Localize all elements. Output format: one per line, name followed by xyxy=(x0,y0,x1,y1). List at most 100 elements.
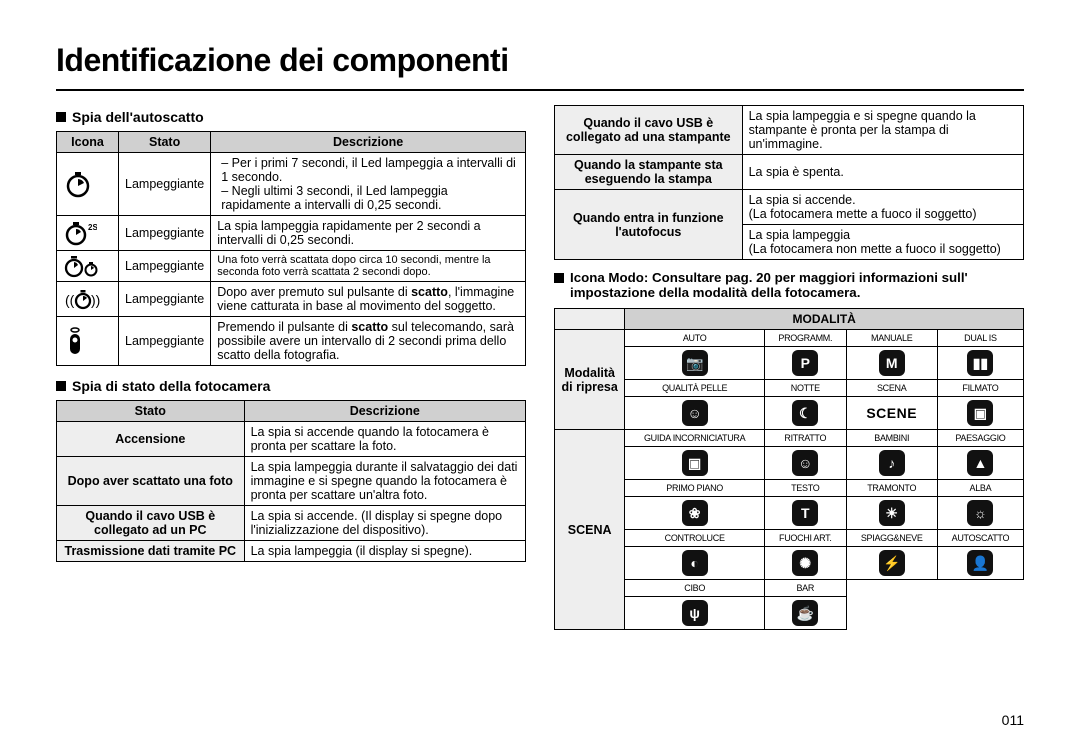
mode-icon: ☀ xyxy=(846,497,937,530)
mode-label: DUAL IS xyxy=(937,330,1023,347)
mode-label: BAMBINI xyxy=(846,430,937,447)
mode-icon-movie: ▣ xyxy=(937,397,1023,430)
section-a-title: Spia dell'autoscatto xyxy=(72,109,204,125)
empty-cell xyxy=(846,580,937,597)
mode-label: MANUALE xyxy=(846,330,937,347)
cell-stato: Lampeggiante xyxy=(119,317,211,366)
mode-label: PAESAGGIO xyxy=(937,430,1023,447)
mode-icon: ☺ xyxy=(764,447,846,480)
mode-icon-row: ❀ T ☀ ☼ xyxy=(555,497,1024,530)
table-row: Lampeggiante Una foto verrà scattata dop… xyxy=(57,251,526,282)
empty-cell xyxy=(846,597,937,630)
mode-label: TESTO xyxy=(764,480,846,497)
cell-desc: La spia lampeggia (il display si spegne)… xyxy=(244,541,525,562)
table-row: (()) Lampeggiante Dopo aver premuto sul … xyxy=(57,282,526,317)
cell-desc: La spia è spenta. xyxy=(742,155,1023,190)
page-title: Identificazione dei componenti xyxy=(56,42,1024,79)
mode-icon: ▲ xyxy=(937,447,1023,480)
mode-label: RITRATTO xyxy=(764,430,846,447)
mode-label: AUTOSCATTO xyxy=(937,530,1023,547)
mode-label: TRAMONTO xyxy=(846,480,937,497)
cell-desc: Dopo aver premuto sul pulsante di scatto… xyxy=(211,282,526,317)
mode-icon-scene: SCENE xyxy=(846,397,937,430)
mode-icon: ▣ xyxy=(625,447,765,480)
table-row: Quando il cavo USB è collegato ad una st… xyxy=(555,106,1024,155)
mode-icon: 👤 xyxy=(937,547,1023,580)
table-spia-stato-cont: Quando il cavo USB è collegato ad una st… xyxy=(554,105,1024,260)
icon-timer-double xyxy=(57,251,119,282)
empty-cell xyxy=(937,580,1023,597)
empty-cell xyxy=(555,309,625,330)
cell-desc: La spia si accende. (La fotocamera mette… xyxy=(742,190,1023,225)
table-spia-autoscatto: Icona Stato Descrizione Lampeggiante Per… xyxy=(56,131,526,366)
bullet-icon xyxy=(56,112,66,122)
th-stato: Stato xyxy=(57,401,245,422)
mode-icon-night: ☾ xyxy=(764,397,846,430)
svg-text:)): )) xyxy=(91,292,100,308)
mode-icon: ✺ xyxy=(764,547,846,580)
empty-cell xyxy=(937,597,1023,630)
mode-label: ALBA xyxy=(937,480,1023,497)
table-row: Quando il cavo USB è collegato ad un PC … xyxy=(57,506,526,541)
icon-motion-timer: (()) xyxy=(57,282,119,317)
cell-stato: Quando il cavo USB è collegato ad un PC xyxy=(57,506,245,541)
cell-stato: Quando il cavo USB è collegato ad una st… xyxy=(555,106,743,155)
section-b-title: Spia di stato della fotocamera xyxy=(72,378,270,394)
mode-label: NOTTE xyxy=(764,380,846,397)
table-row: 2S Lampeggiante La spia lampeggia rapida… xyxy=(57,216,526,251)
cell-stato: Dopo aver scattato una foto xyxy=(57,457,245,506)
th-modalita: MODALITÀ xyxy=(625,309,1024,330)
icon-timer-2s: 2S xyxy=(57,216,119,251)
mode-icon: ❀ xyxy=(625,497,765,530)
cell-desc: Per i primi 7 secondi, il Led lampeggia … xyxy=(211,153,526,216)
mode-label: FUOCHI ART. xyxy=(764,530,846,547)
mode-icon: T xyxy=(764,497,846,530)
mode-label: GUIDA INCORNICIATURA xyxy=(625,430,765,447)
mode-icon: ♪ xyxy=(846,447,937,480)
table-row: Lampeggiante Per i primi 7 secondi, il L… xyxy=(57,153,526,216)
section-b-heading: Spia di stato della fotocamera xyxy=(56,378,526,394)
mode-icon: ☕ xyxy=(764,597,846,630)
mode-icon: ψ xyxy=(625,597,765,630)
th-descrizione: Descrizione xyxy=(244,401,525,422)
section-a-heading: Spia dell'autoscatto xyxy=(56,109,526,125)
ripresa-label: Modalità di ripresa xyxy=(555,330,625,430)
icon-timer xyxy=(57,153,119,216)
mode-label-row: Modalità di ripresa AUTO PROGRAMM. MANUA… xyxy=(555,330,1024,347)
desc-line: Negli ultimi 3 secondi, il Led lampeggia… xyxy=(221,184,519,212)
mode-icon: ☼ xyxy=(937,497,1023,530)
table-header-row: MODALITÀ xyxy=(555,309,1024,330)
mode-label: FILMATO xyxy=(937,380,1023,397)
icon-remote xyxy=(57,317,119,366)
mode-icon-row: ◐ ✺ ⚡ 👤 xyxy=(555,547,1024,580)
mode-icon-row: ▣ ☺ ♪ ▲ xyxy=(555,447,1024,480)
cell-desc: La spia lampeggia (La fotocamera non met… xyxy=(742,225,1023,260)
mode-label-row: QUALITÀ PELLE NOTTE SCENA FILMATO xyxy=(555,380,1024,397)
mode-label-row: CIBO BAR xyxy=(555,580,1024,597)
table-row: Lampeggiante Premendo il pulsante di sca… xyxy=(57,317,526,366)
th-icona: Icona xyxy=(57,132,119,153)
mode-label: SCENA xyxy=(846,380,937,397)
desc-line: Per i primi 7 secondi, il Led lampeggia … xyxy=(221,156,519,184)
cell-stato: Quando la stampante sta eseguendo la sta… xyxy=(555,155,743,190)
mode-icon-beauty: ☺ xyxy=(625,397,765,430)
th-stato: Stato xyxy=(119,132,211,153)
mode-label-row: SCENA GUIDA INCORNICIATURA RITRATTO BAMB… xyxy=(555,430,1024,447)
cell-stato: Trasmissione dati tramite PC xyxy=(57,541,245,562)
mode-label-row: PRIMO PIANO TESTO TRAMONTO ALBA xyxy=(555,480,1024,497)
mode-icon-row: ☺ ☾ SCENE ▣ xyxy=(555,397,1024,430)
mode-icon-dualis: ▮▮ xyxy=(937,347,1023,380)
cell-desc: La spia si accende. (Il display si spegn… xyxy=(244,506,525,541)
mode-label-row: CONTROLUCE FUOCHI ART. SPIAGG&NEVE AUTOS… xyxy=(555,530,1024,547)
scena-label: SCENA xyxy=(555,430,625,630)
mode-label: BAR xyxy=(764,580,846,597)
table-header-row: Stato Descrizione xyxy=(57,401,526,422)
cell-desc: La spia si accende quando la fotocamera … xyxy=(244,422,525,457)
th-descrizione: Descrizione xyxy=(211,132,526,153)
mode-icon: ◐ xyxy=(625,547,765,580)
mode-label: QUALITÀ PELLE xyxy=(625,380,765,397)
mode-note-text: Icona Modo: Consultare pag. 20 per maggi… xyxy=(570,270,1024,300)
cell-desc: Premendo il pulsante di scatto sul telec… xyxy=(211,317,526,366)
mode-label: AUTO xyxy=(625,330,765,347)
cell-desc: La spia lampeggia durante il salvataggio… xyxy=(244,457,525,506)
